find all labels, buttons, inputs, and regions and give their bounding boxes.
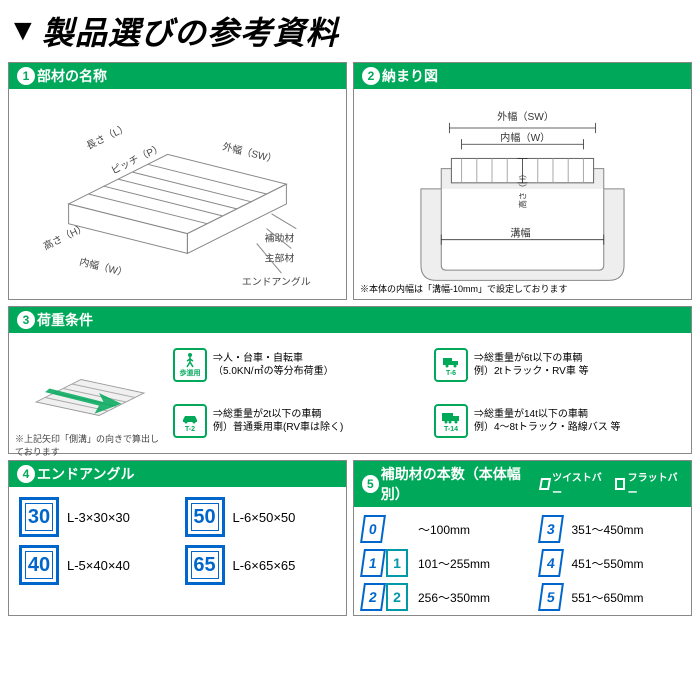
panels-grid: 1 部材の名称 長さ（L） ピッチ（P） 外幅（SW） 高さ（H） [8, 62, 692, 616]
panel5-body: 0 ～100mm 3 351～450mm 11 101～255mm 4 451～… [354, 507, 691, 615]
panel3-body: ※上記矢印「側溝」の向きで算出しております 歩道用 ⇒人・台車・自転車（5.0K… [9, 333, 691, 453]
car-icon: T-2 [173, 404, 207, 438]
load-item-t2: T-2 ⇒総重量が2t以下の車輌例）普通乗用車(RV車は除く) [173, 395, 424, 447]
svg-text:高さ（H）: 高さ（H） [41, 221, 89, 253]
panel2-header: 2 納まり図 [354, 63, 691, 89]
panel4-body: 30L-3×30×30 50L-6×50×50 40L-5×40×40 65L-… [9, 487, 346, 595]
panel5-title: 補助材の本数（本体幅別） [381, 464, 538, 504]
svg-text:高さ（H）: 高さ（H） [518, 170, 528, 208]
svg-text:長さ（L）: 長さ（L） [84, 122, 130, 153]
panel4-title: エンドアングル [37, 464, 134, 484]
panel5-legend: ツイストバー フラットバー [540, 469, 683, 499]
svg-text:補助材: 補助材 [265, 232, 295, 245]
panel1-body: 長さ（L） ピッチ（P） 外幅（SW） 高さ（H） 内幅（W） 補助材 主部材 … [9, 89, 346, 299]
panel3-diagram: ※上記矢印「側溝」の向きで算出しております [15, 339, 165, 447]
panel2-footnote: ※本体の内幅は「溝幅-10mm」で設定しております [360, 282, 567, 295]
title-marker: ▼ [8, 14, 38, 48]
panel3-header: 3 荷重条件 [9, 307, 691, 333]
page-title-row: ▼ 製品選びの参考資料 [8, 8, 692, 54]
svg-text:エンドアングル: エンドアングル [242, 275, 311, 288]
panel2-num: 2 [362, 67, 380, 85]
panel2-title: 納まり図 [382, 66, 438, 86]
aux-row-0: 0 [362, 515, 408, 543]
panel4-num: 4 [17, 465, 35, 483]
panel-parts-names: 1 部材の名称 長さ（L） ピッチ（P） 外幅（SW） 高さ（H） [8, 62, 347, 300]
truck2-icon: T-14 [434, 404, 468, 438]
main-title: 製品選びの参考資料 [42, 8, 339, 54]
svg-text:溝幅: 溝幅 [510, 227, 530, 240]
truck-icon: T-6 [434, 348, 468, 382]
panel-end-angle: 4 エンドアングル 30L-3×30×30 50L-6×50×50 40L-5×… [8, 460, 347, 616]
load-item-t6: T-6 ⇒総重量が6t以下の車輌例）2tトラック・RV車 等 [434, 339, 685, 391]
endangle-30: 30L-3×30×30 [19, 497, 171, 537]
cross-section-diagram: 外幅（SW） 内幅（W） 高さ（H） 溝幅 [360, 95, 685, 293]
svg-text:外幅（SW）: 外幅（SW） [221, 140, 278, 166]
walk-icon: 歩道用 [173, 348, 207, 382]
panel-aux-count: 5 補助材の本数（本体幅別） ツイストバー フラットバー 0 ～100mm 3 … [353, 460, 692, 616]
load-item-walk: 歩道用 ⇒人・台車・自転車（5.0KN/㎡の等分布荷重） [173, 339, 424, 391]
endangle-65: 65L-6×65×65 [185, 545, 337, 585]
svg-text:内幅（W）: 内幅（W） [78, 255, 129, 279]
panel5-header: 5 補助材の本数（本体幅別） ツイストバー フラットバー [354, 461, 691, 507]
endangle-40: 40L-5×40×40 [19, 545, 171, 585]
panel2-body: 外幅（SW） 内幅（W） 高さ（H） 溝幅 ※本体の内幅は「溝幅-10mm」で設… [354, 89, 691, 299]
aux-row-2: 22 [362, 583, 408, 611]
svg-text:内幅（W）: 内幅（W） [500, 131, 550, 144]
panel1-title: 部材の名称 [37, 66, 107, 86]
svg-text:外幅（SW）: 外幅（SW） [497, 110, 554, 123]
panel4-header: 4 エンドアングル [9, 461, 346, 487]
load-item-t14: T-14 ⇒総重量が14t以下の車輌例）4～8tトラック・路線バス 等 [434, 395, 685, 447]
panel1-header: 1 部材の名称 [9, 63, 346, 89]
panel1-num: 1 [17, 67, 35, 85]
panel-cross-section: 2 納まり図 外幅（SW） 内幅（W） 高さ（H） [353, 62, 692, 300]
panel3-items: 歩道用 ⇒人・台車・自転車（5.0KN/㎡の等分布荷重） T-6 ⇒総重量が6t… [173, 339, 685, 447]
aux-row-3: 3 [540, 515, 562, 543]
panel3-num: 3 [17, 311, 35, 329]
panel-load-conditions: 3 荷重条件 ※上記矢印「側溝」の向きで算出しております 歩道用 [8, 306, 692, 454]
aux-row-4: 4 [540, 549, 562, 577]
aux-row-1: 11 [362, 549, 408, 577]
isometric-diagram: 長さ（L） ピッチ（P） 外幅（SW） 高さ（H） 内幅（W） 補助材 主部材 … [15, 95, 340, 293]
svg-text:ピッチ（P）: ピッチ（P） [109, 142, 165, 177]
panel5-num: 5 [362, 475, 379, 493]
panel3-footnote: ※上記矢印「側溝」の向きで算出しております [15, 432, 165, 458]
aux-row-5: 5 [540, 583, 562, 611]
panel3-title: 荷重条件 [37, 310, 93, 330]
endangle-50: 50L-6×50×50 [185, 497, 337, 537]
